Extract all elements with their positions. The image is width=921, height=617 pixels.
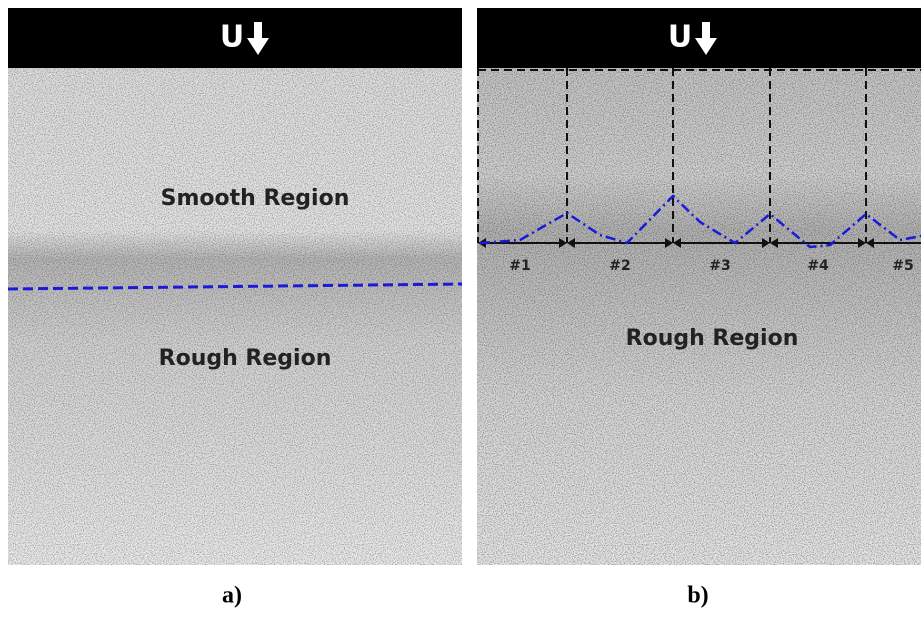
- segment-label: #3: [709, 258, 730, 274]
- panel-a: U Smooth Region Rough Region: [8, 8, 462, 565]
- texture: [8, 68, 462, 565]
- figure: U Smooth Region Rough Region U #1 #2 #3 …: [0, 0, 921, 617]
- segment-label: #1: [509, 258, 530, 274]
- segment-label: #2: [609, 258, 630, 274]
- region-label: Smooth Region: [161, 186, 350, 211]
- region-label: Rough Region: [626, 326, 799, 351]
- panel-b: U #1 #2 #3 #4 #5 Rough Region: [477, 8, 921, 565]
- texture: [477, 68, 921, 565]
- segment-label: #4: [807, 258, 829, 274]
- flow-label: U: [220, 20, 244, 55]
- panel-caption: b): [687, 583, 708, 609]
- segment-label: #5: [892, 258, 913, 274]
- panel-caption: a): [222, 583, 242, 609]
- region-label: Rough Region: [159, 346, 332, 371]
- flow-label: U: [668, 20, 692, 55]
